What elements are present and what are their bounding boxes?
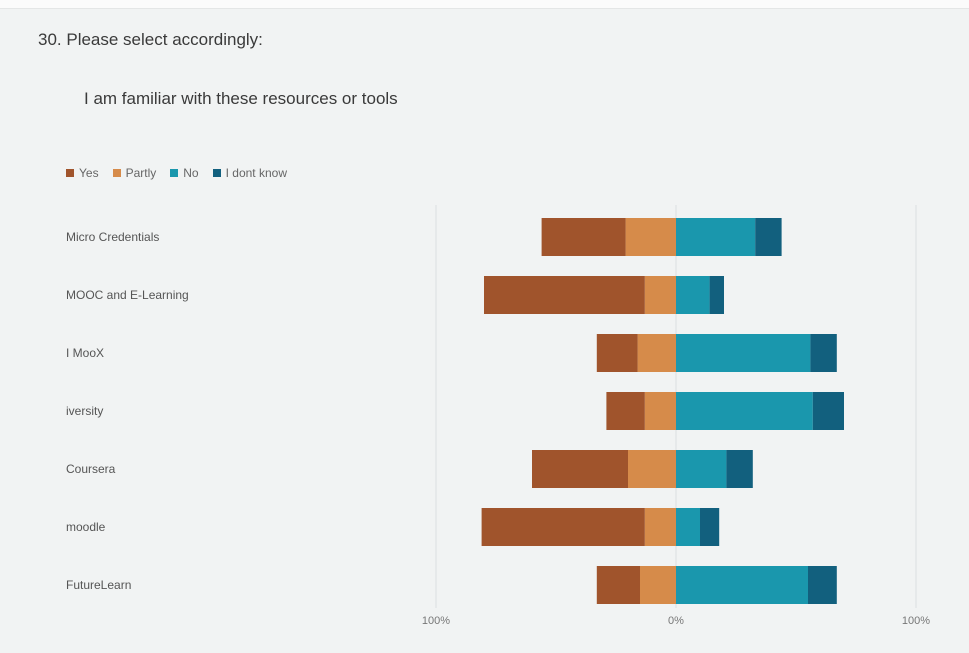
category-label: Micro Credentials bbox=[66, 230, 159, 244]
bar-i-dont-know bbox=[726, 450, 753, 488]
bar-partly bbox=[640, 566, 676, 604]
legend-item-dont-know[interactable]: I dont know bbox=[212, 166, 287, 180]
bar-i-dont-know bbox=[810, 334, 837, 372]
bar-no bbox=[676, 566, 808, 604]
bar-partly bbox=[644, 276, 676, 314]
category-label: MOOC and E-Learning bbox=[66, 288, 189, 302]
bar-partly bbox=[628, 450, 676, 488]
bar-partly bbox=[644, 392, 676, 430]
category-label: Coursera bbox=[66, 462, 116, 476]
bar-yes bbox=[606, 392, 645, 430]
bar-i-dont-know bbox=[700, 508, 720, 546]
x-tick-label: 100% bbox=[422, 615, 450, 627]
legend-item-no[interactable]: No bbox=[170, 166, 199, 180]
bar-no bbox=[676, 276, 710, 314]
bar-no bbox=[676, 334, 811, 372]
bar-partly bbox=[625, 218, 676, 256]
bar-no bbox=[676, 218, 756, 256]
bar-no bbox=[676, 450, 727, 488]
question-title: 30. Please select accordingly: bbox=[38, 30, 263, 49]
bar-i-dont-know bbox=[709, 276, 724, 314]
bar-i-dont-know bbox=[812, 392, 844, 430]
bar-partly bbox=[644, 508, 676, 546]
category-label: moodle bbox=[66, 520, 106, 534]
bar-yes bbox=[596, 566, 640, 604]
legend-label-no: No bbox=[183, 166, 199, 180]
bar-yes bbox=[596, 334, 638, 372]
x-tick-label: 0% bbox=[668, 615, 684, 627]
bar-i-dont-know bbox=[755, 218, 782, 256]
x-tick-label: 100% bbox=[902, 615, 930, 627]
bar-no bbox=[676, 392, 813, 430]
bar-partly bbox=[637, 334, 676, 372]
category-label: iversity bbox=[66, 404, 103, 418]
bar-no bbox=[676, 508, 700, 546]
legend-swatch-no bbox=[170, 169, 179, 177]
legend-item-yes[interactable]: Yes bbox=[66, 166, 99, 180]
bar-yes bbox=[484, 276, 645, 314]
bar-yes bbox=[532, 450, 628, 488]
bar-yes bbox=[481, 508, 645, 546]
legend-swatch-partly bbox=[112, 169, 121, 177]
bar-i-dont-know bbox=[808, 566, 837, 604]
legend-swatch-yes bbox=[66, 169, 74, 177]
legend-label-partly: Partly bbox=[125, 166, 157, 180]
legend-item-partly[interactable]: Partly bbox=[112, 166, 157, 180]
category-label: FutureLearn bbox=[66, 578, 131, 592]
header-strip bbox=[0, 0, 969, 9]
chart-legend: Yes Partly No I dont know bbox=[66, 166, 301, 180]
legend-swatch-dont-know bbox=[212, 169, 221, 177]
category-label: I MooX bbox=[66, 346, 104, 360]
legend-label-yes: Yes bbox=[79, 166, 99, 180]
bar-yes bbox=[541, 218, 626, 256]
legend-label-dont-know: I dont know bbox=[225, 166, 287, 180]
question-subtitle: I am familiar with these resources or to… bbox=[84, 89, 398, 108]
